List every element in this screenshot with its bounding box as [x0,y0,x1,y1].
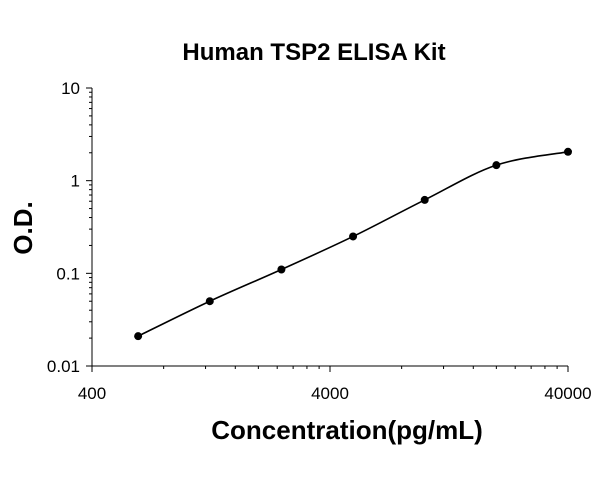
x-axis-title: Concentration(pg/mL) [211,415,483,445]
data-point [134,332,143,341]
data-point [492,161,501,170]
chart-title: Human TSP2 ELISA Kit [182,39,445,66]
axis-ticks [86,87,569,372]
y-tick-label: 10 [61,79,80,98]
data-point [205,297,214,306]
data-point [349,232,358,241]
data-point [564,147,572,156]
x-tick-label: 40000 [544,384,591,403]
y-tick-label: 1 [71,172,80,191]
x-tick-label: 400 [78,384,106,403]
y-tick-label: 0.1 [56,264,80,283]
y-tick-label: 0.01 [47,357,80,376]
data-points [134,147,572,341]
y-axis-title: O.D. [8,201,38,254]
data-point [420,195,429,204]
tick-labels: 10 1 0.1 0.01 400 4000 40000 [47,79,592,403]
x-tick-label: 4000 [311,384,349,403]
data-point [277,265,286,274]
